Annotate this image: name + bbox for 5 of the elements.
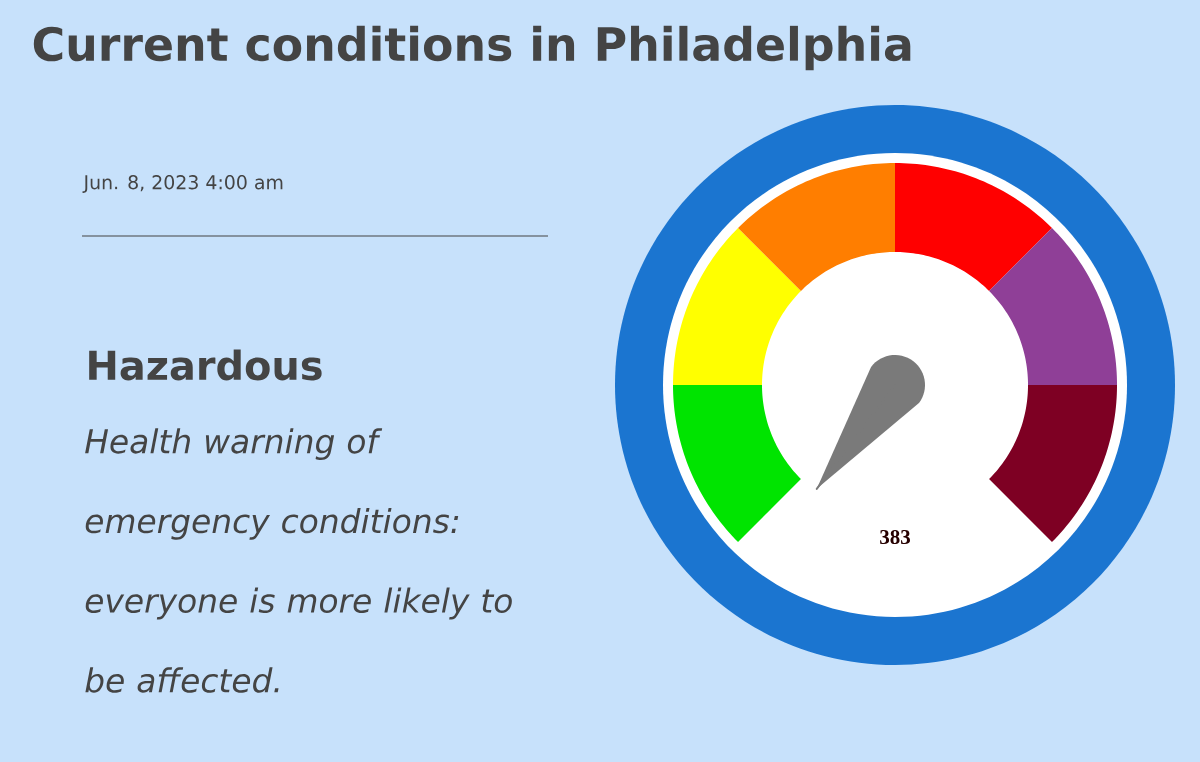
text: Health warning of emergency conditions: everyone is more likely to be affected. bbox=[85, 428, 512, 693]
text: 383 bbox=[880, 529, 910, 545]
text: Hazardous bbox=[89, 349, 322, 381]
chart-title: Current conditions in Philadelphia bbox=[33, 25, 911, 71]
text: Jun. 8, 2023 4:00 am bbox=[82, 175, 283, 193]
